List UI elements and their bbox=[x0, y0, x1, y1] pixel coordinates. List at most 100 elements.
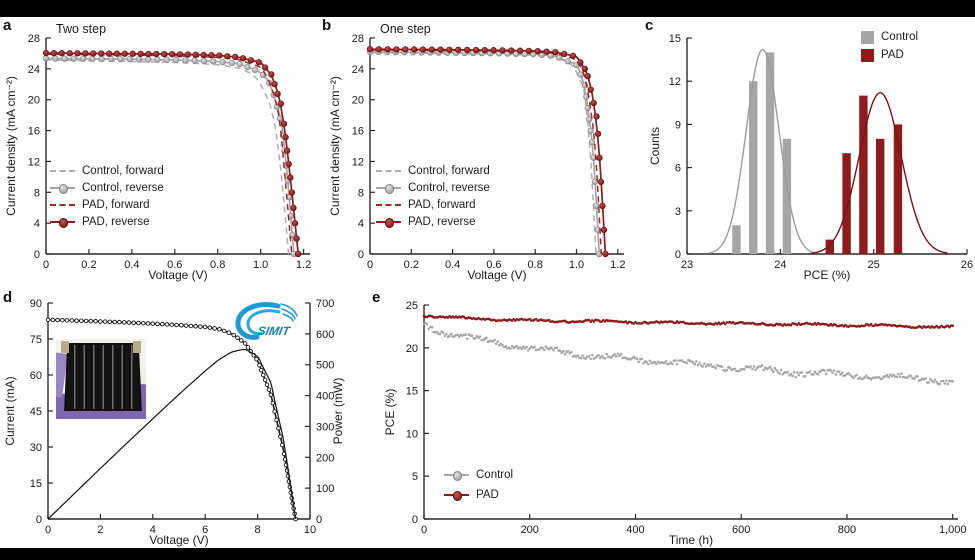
svg-text:8: 8 bbox=[34, 187, 40, 199]
panel-b-x-axis-label: Voltage (V) bbox=[467, 268, 527, 282]
panel-d-x-axis-label: Voltage (V) bbox=[149, 533, 209, 547]
svg-text:60: 60 bbox=[30, 370, 42, 382]
logo-swoosh-outer bbox=[235, 302, 281, 340]
panel-c-legend: Control PAD bbox=[861, 30, 918, 62]
svg-text:1.2: 1.2 bbox=[296, 259, 311, 271]
svg-text:400: 400 bbox=[316, 391, 334, 403]
svg-text:0.8: 0.8 bbox=[210, 259, 225, 271]
svg-text:0.2: 0.2 bbox=[81, 259, 96, 271]
svg-text:26: 26 bbox=[961, 259, 973, 271]
svg-text:15: 15 bbox=[406, 386, 418, 398]
svg-text:15: 15 bbox=[30, 478, 42, 490]
svg-text:0: 0 bbox=[34, 249, 40, 261]
panel-b-label: b bbox=[322, 17, 332, 34]
svg-text:9: 9 bbox=[675, 119, 681, 131]
legend-item: PAD, forward bbox=[376, 198, 490, 212]
svg-text:500: 500 bbox=[316, 360, 334, 372]
svg-text:24: 24 bbox=[28, 64, 40, 76]
panel-e: e 0 200 400 600 800 1,000 0 5 10 15 20 25 PCE (%) T… bbox=[360, 287, 975, 548]
pad-reverse-swatch bbox=[376, 218, 401, 228]
svg-text:200: 200 bbox=[316, 452, 334, 464]
svg-text:300: 300 bbox=[316, 421, 334, 433]
panel-e-x-axis-label: Time (h) bbox=[668, 533, 714, 547]
svg-text:10: 10 bbox=[304, 524, 316, 536]
panel-a-label: a bbox=[3, 17, 12, 34]
svg-text:800: 800 bbox=[838, 524, 856, 536]
legend-item: Control bbox=[444, 468, 513, 482]
svg-text:0: 0 bbox=[36, 514, 42, 526]
pad-forward-swatch bbox=[376, 204, 401, 206]
svg-text:28: 28 bbox=[352, 33, 364, 45]
panel-d-y-axis-label: Current (mA) bbox=[3, 376, 17, 446]
pad-swatch bbox=[861, 48, 874, 62]
legend-item: Control, reverse bbox=[376, 181, 490, 195]
svg-text:24: 24 bbox=[774, 259, 786, 271]
panel-a: a Two step 0 0.2 0.4 0.6 0.8 1.0 1.2 0 4 8 12 16 20 2… bbox=[0, 16, 322, 292]
svg-text:6: 6 bbox=[675, 163, 681, 175]
svg-text:0: 0 bbox=[675, 249, 681, 261]
panel-b-title: One step bbox=[380, 22, 431, 36]
svg-text:600: 600 bbox=[732, 524, 750, 536]
svg-text:0: 0 bbox=[358, 249, 364, 261]
legend-label: Control, reverse bbox=[82, 182, 164, 194]
control-swatch bbox=[861, 30, 874, 44]
chart-b-canvas: 0 0.2 0.4 0.6 0.8 1.0 1.2 0 4 8 12 16 20 24 28 bbox=[352, 33, 626, 271]
svg-text:400: 400 bbox=[626, 524, 644, 536]
panel-b: b One step 0 0.2 0.4 0.6 0.8 1.0 1.2 0 4 8 12 16 20 2… bbox=[322, 16, 645, 292]
control-forward-swatch bbox=[376, 170, 401, 172]
control-reverse-swatch bbox=[50, 184, 75, 194]
svg-text:5: 5 bbox=[412, 471, 418, 483]
legend-item: PAD, reverse bbox=[50, 215, 164, 229]
top-letterbox-bar bbox=[0, 0, 975, 17]
legend-item: Control, reverse bbox=[50, 181, 164, 195]
panel-b-y-axis-label: Current density (mA cm⁻²) bbox=[328, 76, 342, 216]
legend-label: PAD, forward bbox=[408, 199, 476, 211]
pad-reverse-swatch bbox=[50, 218, 75, 228]
panel-e-legend: Control PAD bbox=[444, 468, 513, 502]
svg-text:25: 25 bbox=[868, 259, 880, 271]
svg-text:700: 700 bbox=[316, 298, 334, 310]
svg-text:0.8: 0.8 bbox=[528, 259, 543, 271]
control-reverse-swatch bbox=[376, 184, 401, 194]
svg-text:4: 4 bbox=[358, 218, 364, 230]
panel-d-y2-axis-label: Power (mW) bbox=[331, 377, 345, 445]
svg-text:20: 20 bbox=[352, 95, 364, 107]
svg-text:0: 0 bbox=[367, 259, 373, 271]
svg-text:8: 8 bbox=[255, 524, 261, 536]
svg-text:12: 12 bbox=[352, 156, 364, 168]
svg-text:0: 0 bbox=[421, 524, 427, 536]
legend-item: PAD, reverse bbox=[376, 215, 490, 229]
control-swatch bbox=[444, 471, 469, 481]
svg-text:100: 100 bbox=[316, 483, 334, 495]
pad-forward-swatch bbox=[50, 204, 75, 206]
svg-text:28: 28 bbox=[28, 33, 40, 45]
svg-text:4: 4 bbox=[150, 524, 156, 536]
legend-item: Control bbox=[861, 30, 918, 44]
svg-text:20: 20 bbox=[406, 343, 418, 355]
svg-text:20: 20 bbox=[28, 95, 40, 107]
legend-label: Control, reverse bbox=[408, 182, 490, 194]
panel-e-y-axis-label: PCE (%) bbox=[383, 388, 397, 436]
legend-item: Control, forward bbox=[376, 164, 490, 178]
panel-d-label: d bbox=[3, 289, 13, 306]
legend-label: Control bbox=[881, 31, 919, 43]
svg-text:2: 2 bbox=[97, 524, 103, 536]
svg-text:0.2: 0.2 bbox=[404, 259, 419, 271]
panel-d: d 0 2 4 6 8 10 0 15 30 45 60 75 90 0 100 200 300 400 500 60… bbox=[0, 287, 345, 548]
svg-text:12: 12 bbox=[28, 156, 40, 168]
svg-text:12: 12 bbox=[669, 76, 681, 88]
svg-text:23: 23 bbox=[681, 259, 693, 271]
bottom-letterbox-bar bbox=[0, 548, 975, 560]
svg-text:0.4: 0.4 bbox=[445, 259, 460, 271]
panel-a-legend: Control, forward Control, reverse PAD, f… bbox=[50, 164, 164, 229]
logo-speed-lines bbox=[280, 303, 298, 322]
svg-text:25: 25 bbox=[406, 300, 418, 312]
chart-e-canvas: 0 200 400 600 800 1,000 0 5 10 15 20 25 bbox=[406, 300, 967, 536]
svg-text:90: 90 bbox=[30, 298, 42, 310]
control-forward-swatch bbox=[50, 170, 75, 172]
legend-label: PAD, forward bbox=[82, 199, 150, 211]
svg-text:3: 3 bbox=[675, 206, 681, 218]
svg-text:0: 0 bbox=[316, 514, 322, 526]
svg-text:0: 0 bbox=[45, 524, 51, 536]
panel-b-legend: Control, forward Control, reverse PAD, f… bbox=[376, 164, 490, 229]
